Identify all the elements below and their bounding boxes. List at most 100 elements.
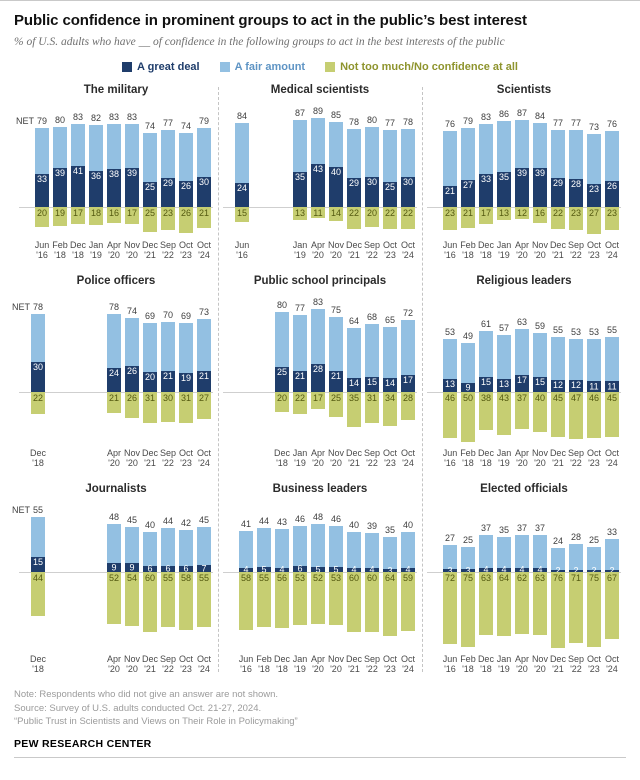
chart-title: The military: [83, 84, 149, 96]
great-deal-segment: 2: [568, 566, 583, 575]
x-label-year: '18: [480, 664, 492, 674]
net-value: 78: [348, 117, 359, 127]
net-value: 83: [108, 112, 119, 122]
great-deal-segment: 21: [442, 186, 457, 207]
net-value: 74: [126, 306, 137, 316]
bar-lower: 12: [513, 207, 531, 237]
bar-upper: 37 4: [477, 502, 495, 574]
net-value: 37: [516, 523, 527, 533]
chart-title: Business leaders: [272, 483, 368, 495]
x-axis-label: Apr '20: [311, 654, 325, 674]
x-label-year: '22: [162, 664, 174, 674]
no-confidence-value: 22: [552, 208, 563, 218]
bar-upper: 84 39: [531, 103, 549, 207]
bar-upper: 83 33: [477, 103, 495, 207]
no-confidence-segment: 60: [346, 572, 361, 632]
great-deal-value: 3: [465, 565, 471, 575]
x-label-month: Oct: [586, 240, 601, 250]
chart-row: Journalists 55 NET 15 44 Dec '18 48 9 52 Apr '20 45 9…: [12, 482, 626, 674]
x-axis-label: Sep '22: [364, 448, 380, 468]
great-deal-value: 26: [126, 366, 137, 376]
great-deal-segment: 5: [328, 565, 343, 574]
chart-scientists: Scientists 76 21 23 Jun '16 79 27 21 Feb '18 83 33 17…: [422, 83, 626, 260]
net-value: 83: [72, 112, 83, 122]
no-confidence-segment: 25: [328, 392, 343, 417]
no-confidence-value: 75: [588, 573, 599, 583]
bar-lower: 58: [237, 572, 255, 651]
no-confidence-segment: 21: [196, 207, 211, 228]
great-deal-segment: 30: [400, 177, 415, 207]
x-axis-label: Jun '16: [443, 240, 458, 260]
bar-upper: 45 7: [195, 502, 213, 573]
fair-amount-segment: [106, 524, 121, 563]
bar-lower: 26: [123, 392, 141, 445]
x-label-month: Sep: [363, 240, 380, 250]
bar-lower: 22: [399, 207, 417, 237]
chart-plot: 80 25 20 Dec '18 77 21 22 Jan '19 83 28 17 Apr '20 75 21…: [222, 294, 417, 468]
x-label-month: Oct: [382, 448, 397, 458]
no-confidence-value: 21: [462, 208, 473, 218]
bar: 79 NET 33 20 Jun '16: [16, 103, 51, 260]
chart-police-officers: Police officers 78 NET 30 22 Dec '18 78 24 21 Apr '…: [12, 274, 218, 468]
great-deal-segment: 21: [328, 371, 343, 392]
fair-amount-segment: [550, 548, 565, 570]
x-label-month: Oct: [196, 654, 211, 664]
no-confidence-segment: 23: [568, 207, 583, 230]
bar-upper: 55 12: [549, 294, 567, 392]
bar-lower: 53: [327, 572, 345, 651]
bar: 33 2 67 Oct '24: [603, 502, 621, 674]
bar-lower: 23: [603, 207, 621, 237]
x-axis-label: Dec '18: [30, 654, 46, 674]
x-axis-label: Jan '19: [497, 240, 512, 260]
no-confidence-value: 55: [162, 573, 173, 583]
fair-amount-segment: [514, 535, 529, 568]
fair-amount-segment: [178, 323, 193, 373]
no-confidence-value: 50: [462, 393, 473, 403]
bar-lower: 22: [381, 207, 399, 237]
bar: 74 26 26 Oct '23: [177, 103, 195, 260]
great-deal-value: 13: [498, 379, 509, 389]
great-deal-value: 30: [366, 177, 377, 187]
bar-upper: 83 39: [123, 103, 141, 207]
x-label-month: Nov: [123, 240, 140, 250]
bar-lower: 17: [477, 207, 495, 237]
x-axis-label: Oct '23: [179, 448, 193, 468]
bar-upper: 78 NET 30: [12, 294, 47, 392]
bar: 41 4 58 Jun '16: [237, 502, 255, 674]
great-deal-segment: 3: [460, 565, 475, 575]
no-confidence-value: 23: [570, 208, 581, 218]
fair-amount-segment: [364, 127, 379, 177]
chart-plot: 79 NET 33 20 Jun '16 80 39 19 Feb '18 83 41 17 Dec '18 8…: [16, 103, 213, 260]
great-deal-segment: 4: [400, 565, 415, 574]
great-deal-segment: 13: [442, 379, 457, 392]
x-label-month: Dec: [345, 448, 362, 458]
no-confidence-value: 22: [402, 208, 413, 218]
bar-upper: 82 36: [87, 103, 105, 207]
no-confidence-segment: 60: [364, 572, 379, 632]
great-deal-value: 23: [588, 184, 599, 194]
x-label-month: Oct: [604, 654, 619, 664]
net-value: 25: [588, 535, 599, 545]
fair-amount-segment: [274, 529, 289, 568]
x-label-month: Jun: [234, 240, 250, 250]
fair-amount-segment: [196, 319, 211, 371]
bar: 45 7 55 Oct '24: [195, 502, 213, 674]
net-value: 73: [588, 122, 599, 132]
bar-upper: 76 21: [441, 103, 459, 207]
great-deal-segment: 43: [310, 164, 325, 207]
bar-upper: 40 4: [399, 502, 417, 574]
x-label-year: '16: [236, 250, 248, 260]
x-label-year: '19: [294, 250, 306, 260]
bar-upper: 70 21: [159, 294, 177, 392]
no-confidence-segment: 19: [52, 207, 67, 226]
no-confidence-segment: 11: [310, 207, 325, 218]
no-confidence-segment: 14: [328, 207, 343, 221]
x-label-month: Jun: [442, 654, 458, 664]
x-label-year: '21: [552, 250, 564, 260]
fair-amount-segment: [196, 527, 211, 565]
great-deal-value: 6: [183, 563, 189, 574]
no-confidence-segment: 58: [178, 572, 193, 630]
x-label-month: Dec: [141, 240, 158, 250]
bar: 83 38 16 Apr '20: [105, 103, 123, 260]
x-axis-label: Oct '23: [383, 448, 397, 468]
